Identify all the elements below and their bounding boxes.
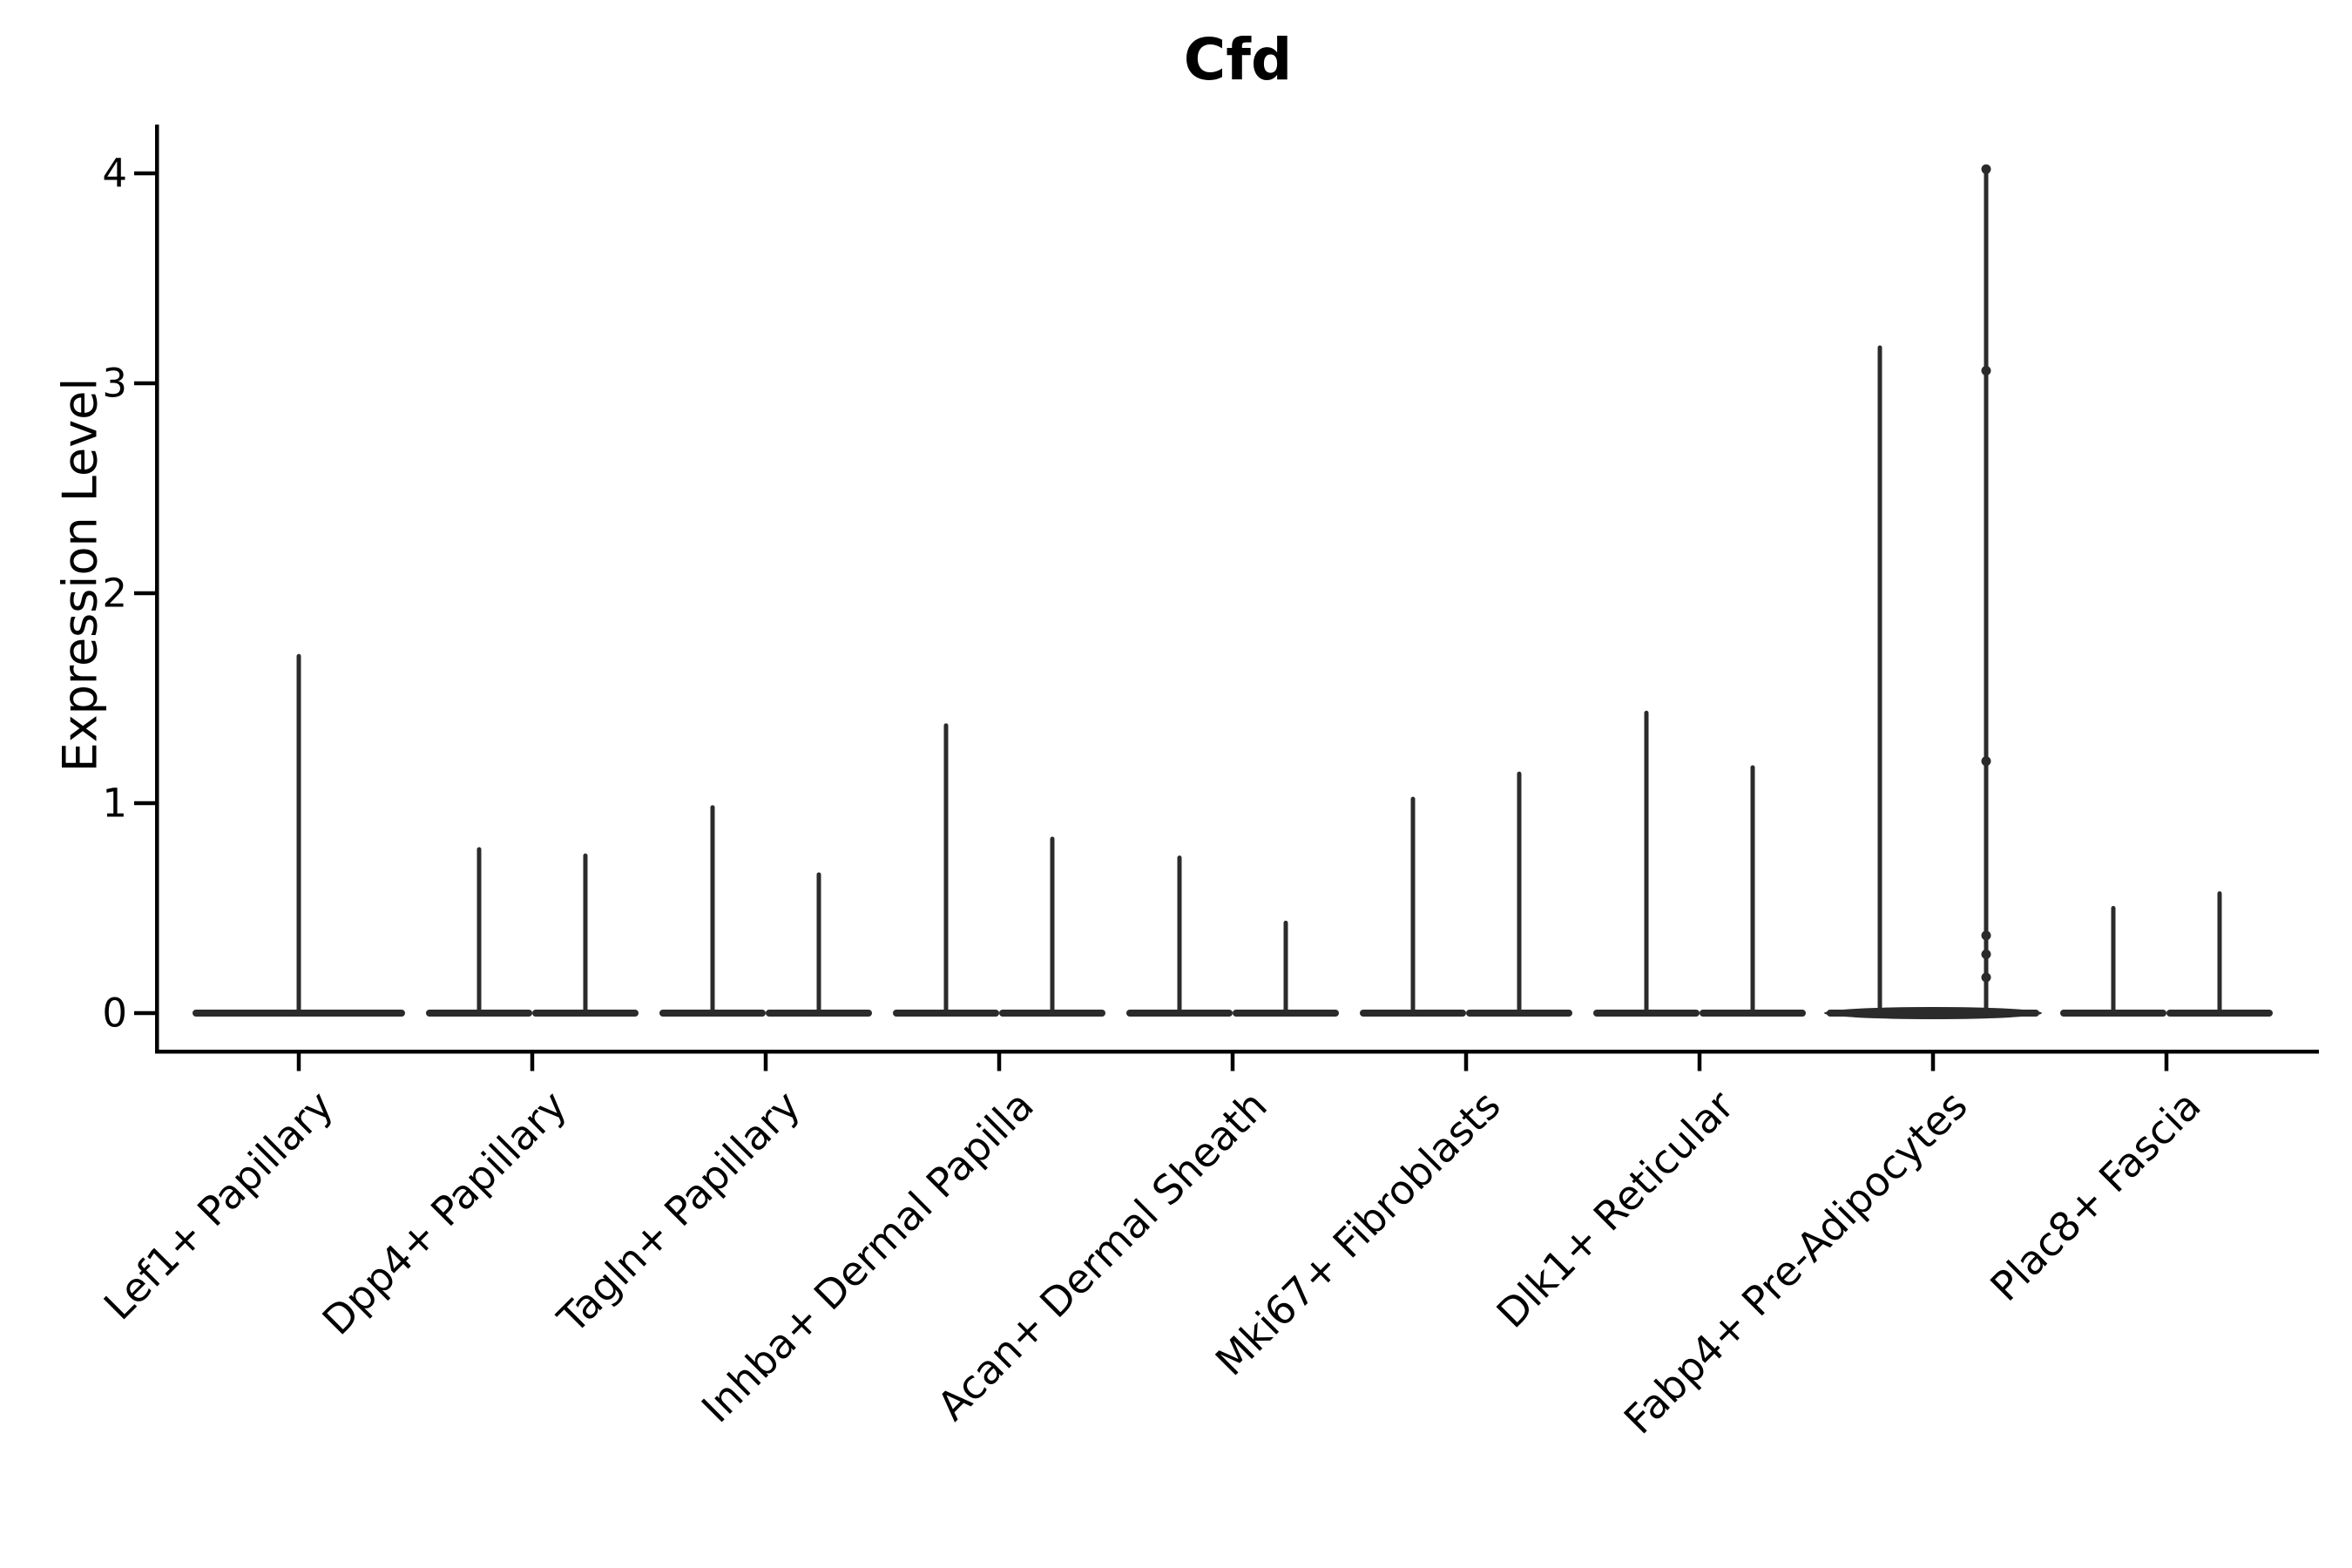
y-axis-label: Expression Level	[52, 377, 108, 773]
outlier-dot	[1981, 972, 1991, 983]
outlier-dot	[1981, 950, 1991, 960]
y-tick-mark	[134, 1010, 155, 1016]
x-tick-label: Plac8+ Fascia	[1981, 1082, 2209, 1310]
x-tick-label: Dpp4+ Papillary	[314, 1082, 576, 1344]
y-tick-mark	[134, 591, 155, 596]
y-tick-label: 0	[102, 990, 127, 1037]
y-axis-spine	[155, 125, 159, 1054]
outlier-dot	[1981, 366, 1991, 376]
y-tick-label: 3	[102, 361, 127, 407]
x-axis-spine	[155, 1050, 2319, 1054]
x-tick-mark	[1463, 1053, 1469, 1071]
x-tick-label: Lef1+ Papillary	[95, 1082, 342, 1329]
x-tick-mark	[1230, 1053, 1235, 1071]
x-tick-mark	[997, 1053, 1002, 1071]
x-tick-mark	[296, 1053, 301, 1071]
outlier-dot	[1981, 930, 1991, 941]
y-tick-label: 2	[102, 571, 127, 617]
y-tick-label: 4	[102, 151, 127, 197]
chart-title: Cfd	[1183, 26, 1293, 93]
y-tick-mark	[134, 381, 155, 386]
x-tick-mark	[1930, 1053, 1936, 1071]
outlier-dot	[1981, 756, 1991, 767]
x-tick-mark	[2164, 1053, 2169, 1071]
x-tick-label: Tagln+ Papillary	[548, 1082, 809, 1343]
y-tick-mark	[134, 801, 155, 806]
x-tick-mark	[1697, 1053, 1702, 1071]
x-tick-mark	[763, 1053, 768, 1071]
x-tick-mark	[530, 1053, 535, 1071]
x-tick-label: Dlk1+ Reticular	[1488, 1082, 1743, 1337]
y-tick-label: 1	[102, 781, 127, 827]
y-tick-mark	[134, 171, 155, 176]
outlier-dot	[1981, 164, 1991, 174]
